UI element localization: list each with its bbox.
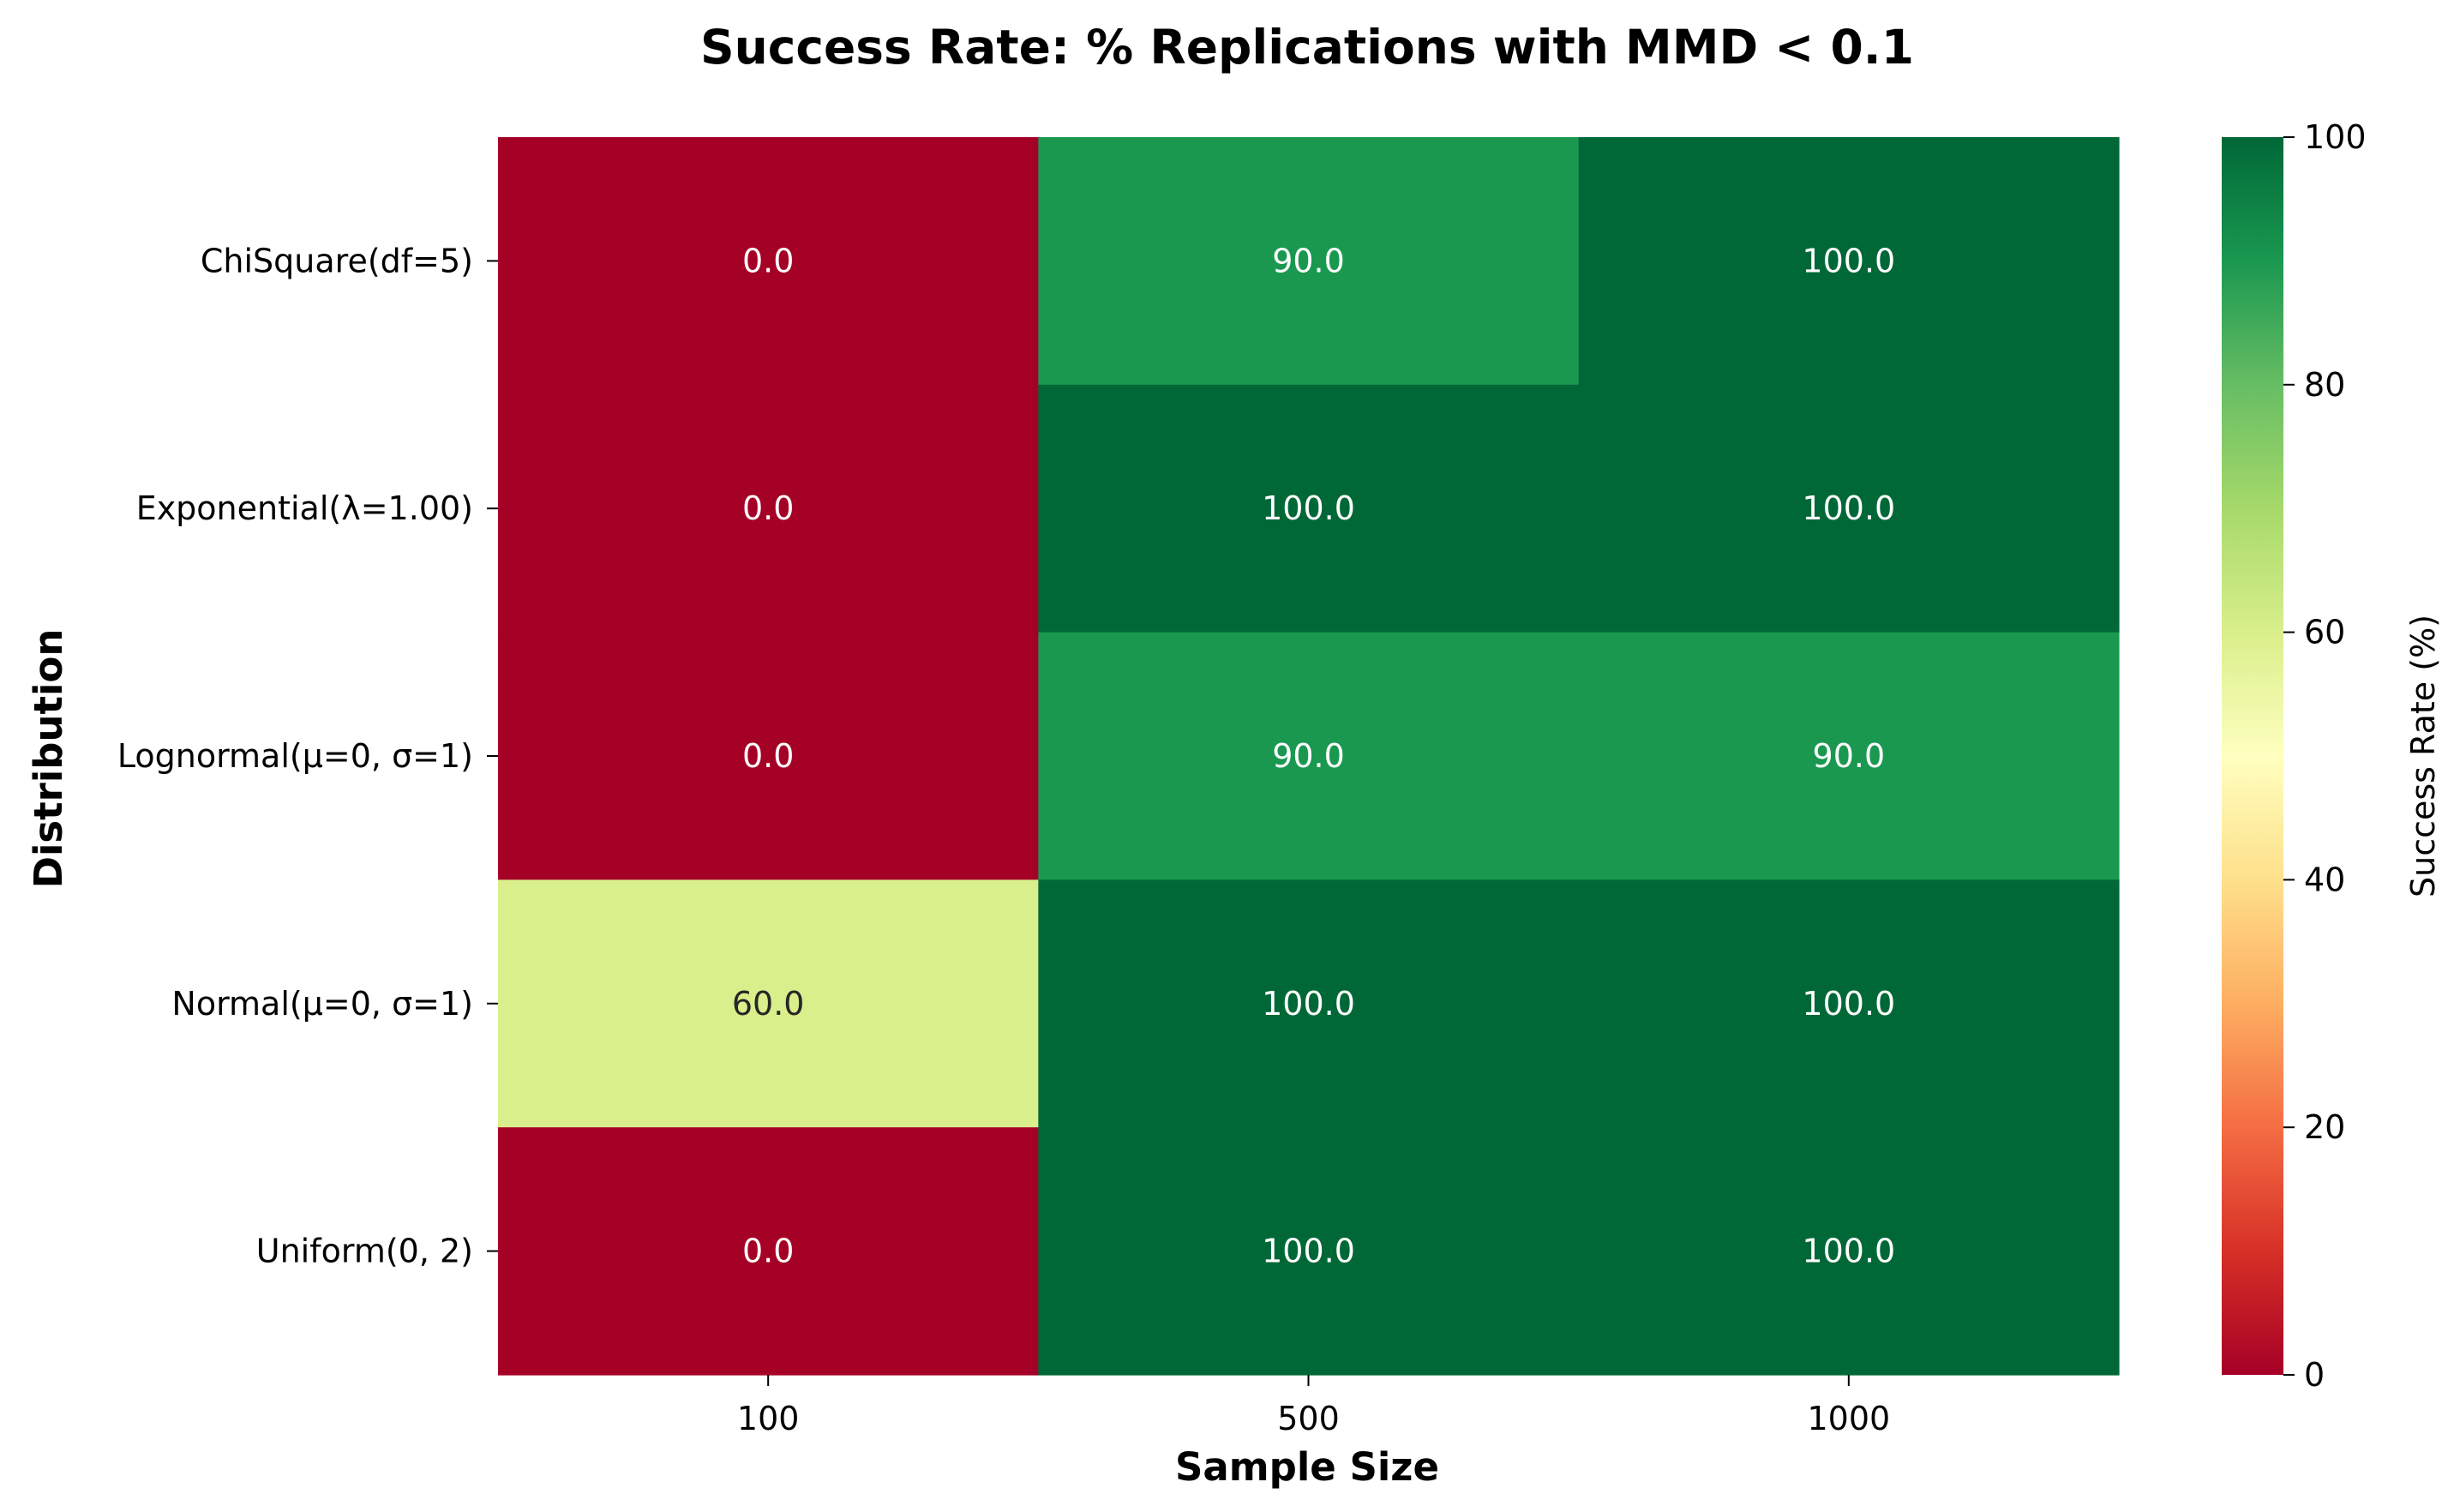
heatmap-cell bbox=[1038, 137, 1580, 386]
y-tick-label: Lognormal(μ=0, σ=1) bbox=[117, 737, 473, 775]
heatmap-cell bbox=[1038, 384, 1580, 633]
heatmap-cell bbox=[1578, 1127, 2120, 1376]
heatmap-cell bbox=[1578, 632, 2120, 880]
colorbar-label: Success Rate (%) bbox=[2404, 615, 2442, 897]
colorbar-tick-label: 20 bbox=[2304, 1108, 2345, 1146]
x-tick-label: 500 bbox=[1277, 1400, 1340, 1437]
y-axis-ticks: ChiSquare(df=5) Exponential(λ=1.00) Lognor… bbox=[117, 242, 498, 1270]
heatmap-cell bbox=[498, 1127, 1039, 1376]
colorbar bbox=[2222, 137, 2283, 1375]
heatmap-cells bbox=[498, 137, 2120, 1376]
heatmap-cell-label: 100.0 bbox=[1802, 489, 1895, 527]
colorbar-tick-label: 60 bbox=[2304, 614, 2345, 651]
heatmap-cell-label: 90.0 bbox=[1272, 242, 1345, 279]
heatmap-cell-label: 0.0 bbox=[742, 737, 794, 775]
heatmap-cell bbox=[498, 632, 1039, 880]
heatmap-cell bbox=[498, 137, 1039, 386]
heatmap-cell-label: 100.0 bbox=[1802, 985, 1895, 1023]
x-tick-label: 1000 bbox=[1807, 1400, 1890, 1437]
heatmap-cell-label: 100.0 bbox=[1262, 985, 1355, 1023]
y-tick-label: ChiSquare(df=5) bbox=[201, 242, 473, 279]
heatmap-cell bbox=[1578, 137, 2120, 386]
heatmap-cell-labels: 0.0 90.0 100.0 0.0 100.0 100.0 0.0 90.0 90.0 60.0… bbox=[732, 242, 1895, 1269]
x-tick-label: 100 bbox=[737, 1400, 800, 1437]
heatmap-cell bbox=[1038, 1127, 1580, 1376]
y-tick-label: Exponential(λ=1.00) bbox=[136, 489, 473, 527]
colorbar-tick-label: 100 bbox=[2304, 118, 2367, 156]
heatmap-cell bbox=[1038, 632, 1580, 880]
colorbar-tick-label: 80 bbox=[2304, 366, 2345, 404]
heatmap-cell-label: 0.0 bbox=[742, 489, 794, 527]
y-axis-label: Distribution bbox=[26, 629, 71, 889]
heatmap-cell bbox=[1578, 879, 2120, 1128]
y-tick-label: Normal(μ=0, σ=1) bbox=[171, 985, 473, 1023]
x-axis-ticks: 100 500 1000 bbox=[737, 1375, 1890, 1437]
colorbar-tick-label: 40 bbox=[2304, 861, 2345, 898]
colorbar-tick-label: 0 bbox=[2304, 1356, 2325, 1394]
heatmap-cell bbox=[498, 384, 1039, 633]
heatmap-cell bbox=[498, 879, 1039, 1128]
heatmap-cell-label: 90.0 bbox=[1272, 737, 1345, 775]
x-axis-label: Sample Size bbox=[1175, 1444, 1439, 1490]
colorbar-ticks: 0 20 40 60 80 100 bbox=[2283, 118, 2367, 1394]
heatmap-cell-label: 0.0 bbox=[742, 1233, 794, 1270]
y-tick-label: Uniform(0, 2) bbox=[256, 1233, 473, 1270]
heatmap-cell-label: 100.0 bbox=[1262, 1233, 1355, 1270]
heatmap-cell bbox=[1038, 879, 1580, 1128]
heatmap-cell-label: 90.0 bbox=[1813, 737, 1886, 775]
heatmap-cell-label: 100.0 bbox=[1802, 1233, 1895, 1270]
heatmap-cell-label: 0.0 bbox=[742, 242, 794, 279]
heatmap-cell-label: 100.0 bbox=[1262, 489, 1355, 527]
heatmap-cell-label: 60.0 bbox=[732, 985, 805, 1023]
chart-title: Success Rate: % Replications with MMD < … bbox=[700, 20, 1914, 75]
heatmap-cell bbox=[1578, 384, 2120, 633]
heatmap-cell-label: 100.0 bbox=[1802, 242, 1895, 279]
